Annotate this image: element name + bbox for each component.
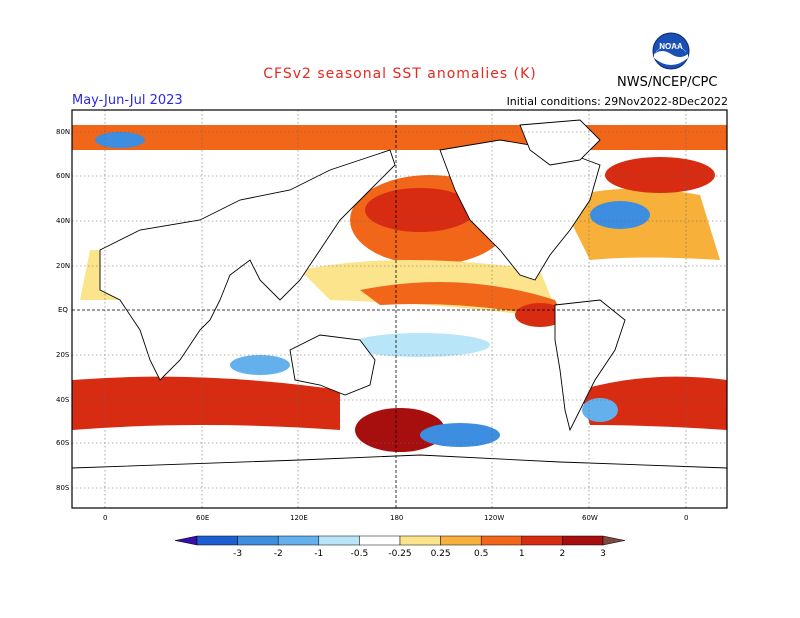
- southern-indian-warm: [72, 376, 340, 430]
- arctic-warm: [72, 125, 727, 150]
- lon-0-east: 0: [684, 514, 688, 522]
- colorbar-swatch: [318, 535, 360, 546]
- lat-80n: 80N: [56, 128, 70, 136]
- lon-60e: 60E: [196, 514, 209, 522]
- colorbar-level-label: -1: [314, 549, 323, 559]
- chart-title: CFSv2 seasonal SST anomalies (K): [263, 66, 537, 82]
- colorbar-level-label: 0.25: [431, 549, 451, 559]
- antarctica: [72, 454, 727, 508]
- colorbar-swatch: [521, 535, 563, 546]
- colorbar-level-label: 3: [600, 549, 606, 559]
- tasman-warm: [355, 408, 445, 452]
- noaa-logo: NOAA: [652, 32, 690, 70]
- greenland: [519, 119, 601, 166]
- colorbar-swatch: [440, 535, 482, 546]
- gridlines: [72, 110, 727, 508]
- colorbar-level-label: -0.25: [388, 549, 411, 559]
- initial-conditions: Initial conditions: 29Nov2022-8Dec2022: [506, 95, 728, 108]
- colorbar-level-label: 1: [519, 549, 525, 559]
- colorbar-swatch: [196, 535, 238, 546]
- colorbar-swatch: [359, 535, 401, 546]
- lon-120e: 120E: [290, 514, 308, 522]
- lat-60s: 60S: [56, 439, 70, 447]
- lat-labels: 80N 60N 40N 20N EQ 20S 40S 60S 80S: [56, 128, 70, 492]
- lon-180: 180: [390, 514, 403, 522]
- enso-core: [515, 303, 565, 327]
- colorbar-swatch: [480, 535, 523, 546]
- colorbar-swatch: [562, 535, 604, 546]
- colorbar-arrow-high: [602, 535, 626, 546]
- season-label: May-Jun-Jul 2023: [72, 93, 183, 108]
- greenland-sea-cool: [95, 132, 145, 148]
- sub-pacific-cool: [350, 333, 490, 357]
- lat-40n: 40N: [56, 217, 70, 225]
- south-pacific-cool: [420, 423, 500, 447]
- colorbar-swatch: [237, 535, 279, 546]
- colorbar: -3 -2 -1 -0.5 -0.25 0.25 0.5 1 2 3: [174, 535, 626, 559]
- colorbar-level-label: 0.5: [474, 549, 488, 559]
- colorbar-swatch: [277, 535, 320, 546]
- lat-20s: 20S: [56, 351, 70, 359]
- colorbar-level-label: -2: [274, 549, 283, 559]
- argentine-cool: [582, 398, 618, 422]
- lat-60n: 60N: [56, 172, 70, 180]
- colorbar-arrow-low: [174, 535, 198, 546]
- lat-eq: EQ: [58, 306, 68, 314]
- lat-20n: 20N: [56, 262, 70, 270]
- south-atlantic-warm: [580, 376, 727, 430]
- lon-120w: 120W: [484, 514, 504, 522]
- continents: [72, 119, 727, 508]
- lat-40s: 40S: [56, 396, 70, 404]
- colorbar-level-label: -0.5: [351, 549, 369, 559]
- map-border: [71, 109, 728, 509]
- colorbar-level-label: -3: [233, 549, 242, 559]
- logo-text: NOAA: [659, 42, 683, 51]
- reference-lines: [72, 110, 727, 508]
- indian-cool: [230, 355, 290, 375]
- lon-60w: 60W: [582, 514, 598, 522]
- south-america: [554, 299, 626, 432]
- australia: [289, 334, 376, 396]
- nordic-seas-warm: [605, 157, 715, 193]
- colorbar-swatch: [399, 535, 441, 546]
- afro-eurasia: [99, 149, 396, 381]
- lon-0-west: 0: [103, 514, 107, 522]
- colorbar-level-label: 2: [560, 549, 566, 559]
- lon-labels: 0 60E 120E 180 120W 60W 0: [103, 514, 688, 522]
- equatorial-pacific-warm: [360, 282, 565, 320]
- lat-80s: 80S: [56, 484, 70, 492]
- north-atlantic-cool: [590, 201, 650, 229]
- agency-label: NWS/NCEP/CPC: [617, 75, 718, 90]
